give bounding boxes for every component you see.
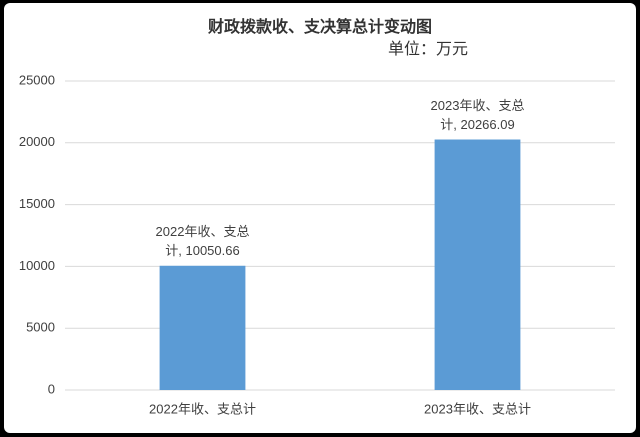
y-tick-label: 0 bbox=[48, 381, 55, 396]
chart-area bbox=[4, 3, 636, 433]
bar bbox=[159, 265, 246, 390]
y-tick-label: 25000 bbox=[19, 72, 55, 87]
chart-title: 财政拨款收、支决算总计变动图 bbox=[207, 17, 432, 36]
data-label: 2023年收、支总计, 20266.09 bbox=[430, 97, 525, 132]
bar bbox=[434, 139, 521, 390]
x-tick-label: 2022年收、支总计 bbox=[149, 401, 256, 416]
y-tick-label: 10000 bbox=[19, 258, 55, 273]
y-tick-label: 15000 bbox=[19, 196, 55, 211]
y-tick-label: 5000 bbox=[26, 320, 55, 335]
y-tick-label: 20000 bbox=[19, 134, 55, 149]
chart-subtitle: 单位：万元 bbox=[388, 40, 468, 58]
x-tick-label: 2023年收、支总计 bbox=[424, 401, 531, 416]
data-label: 2022年收、支总计, 10050.66 bbox=[155, 223, 250, 258]
